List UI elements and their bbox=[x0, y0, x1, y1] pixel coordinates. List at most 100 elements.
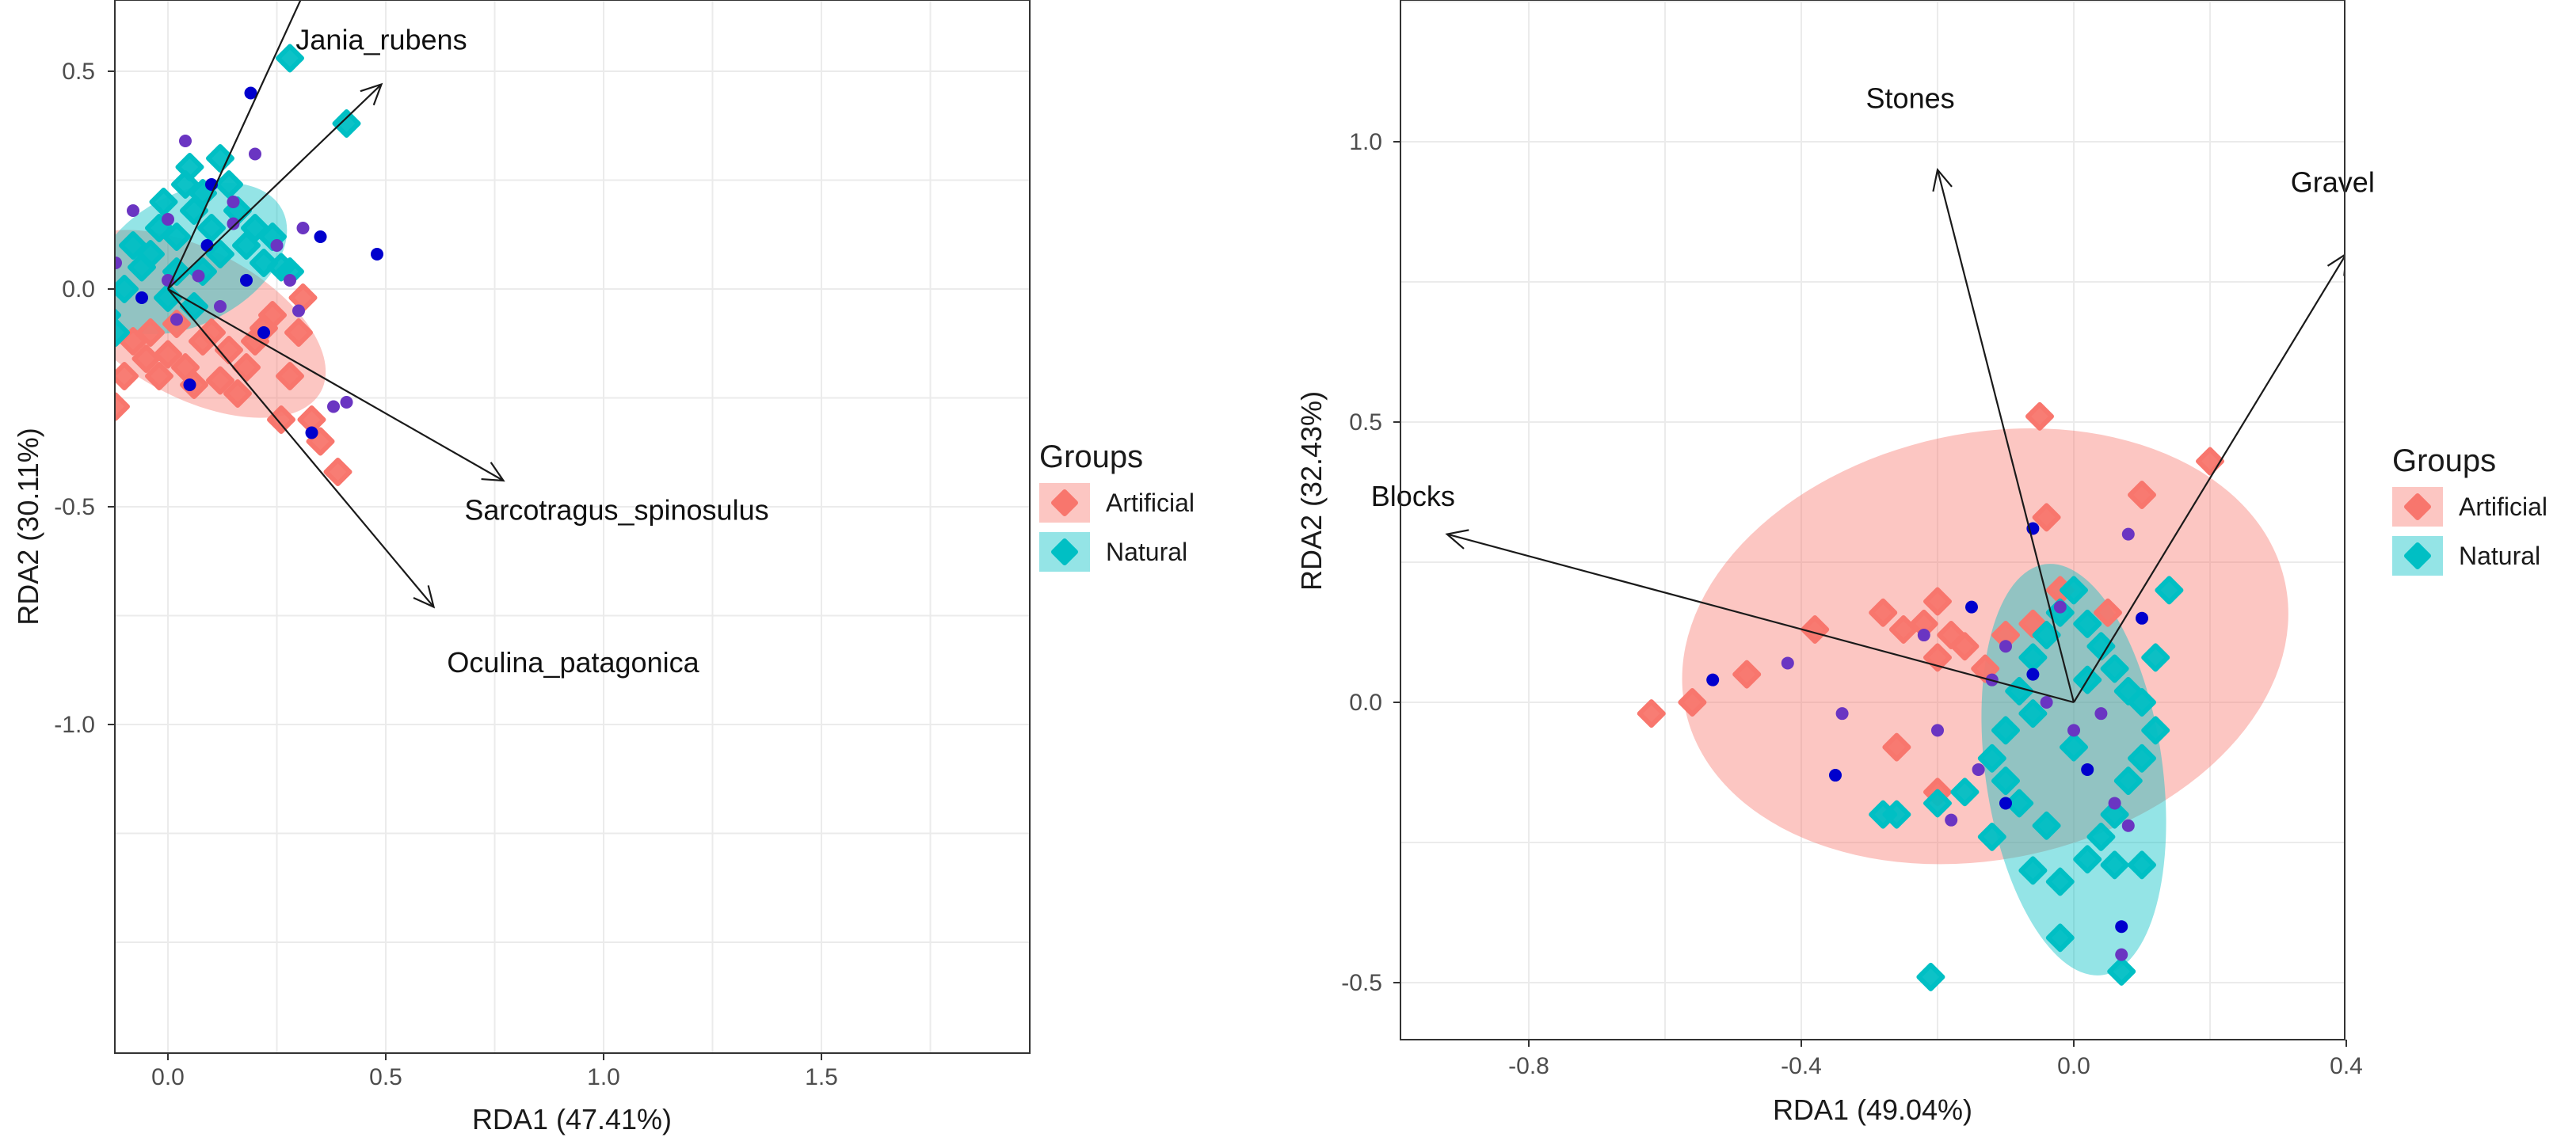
point-natural bbox=[1991, 716, 2020, 745]
ellipse-artificial bbox=[115, 230, 326, 418]
point-site bbox=[257, 326, 270, 339]
point-artificial bbox=[1637, 699, 1666, 728]
point-natural bbox=[1923, 789, 1952, 818]
legend-label-artificial: Artificial bbox=[1106, 489, 1195, 517]
point-artificial bbox=[284, 318, 313, 347]
point-natural bbox=[175, 153, 204, 181]
point-site bbox=[192, 269, 205, 283]
point-site bbox=[162, 213, 174, 226]
rda-biplot-right: Stones Gravel Blocks -0.8 -0.4 0.0 0.4 -0.5 0.… bbox=[1295, 0, 2547, 1126]
gridlines bbox=[1400, 0, 2345, 1040]
point-site bbox=[1917, 629, 1930, 642]
point-natural bbox=[2128, 744, 2156, 773]
point-natural bbox=[2128, 688, 2156, 717]
legend-key-marker bbox=[2404, 493, 2431, 520]
point-site bbox=[314, 230, 327, 243]
point-natural bbox=[206, 240, 234, 268]
point-site bbox=[1999, 640, 2012, 653]
point-natural bbox=[115, 260, 117, 266]
point-natural bbox=[2100, 850, 2129, 880]
point-natural bbox=[2032, 811, 2061, 840]
x-tick-label: 0.5 bbox=[369, 1064, 402, 1090]
point-artificial bbox=[86, 308, 110, 332]
legend: Groups Artificial Natural bbox=[1039, 439, 1195, 572]
point-natural bbox=[1950, 778, 1980, 807]
arrow-shaft bbox=[167, 83, 383, 290]
gridlines bbox=[115, 0, 1030, 1053]
point-natural bbox=[2045, 867, 2075, 896]
arrow-label: Stones bbox=[1866, 82, 1955, 115]
x-axis-title: RDA1 (47.41%) bbox=[472, 1103, 672, 1135]
rda-biplot-left: Posidonia_oceanicaJania_rubensSarcotragu… bbox=[12, 0, 1195, 1135]
point-natural bbox=[162, 222, 191, 251]
point-natural bbox=[1991, 766, 2020, 796]
point-site bbox=[244, 86, 257, 100]
point-site bbox=[371, 248, 383, 261]
point-natural bbox=[2060, 576, 2088, 605]
arrow-shaft bbox=[167, 288, 435, 608]
point-artificial bbox=[223, 379, 252, 408]
legend: Groups Artificial Natural bbox=[2392, 443, 2547, 576]
point-artificial bbox=[258, 301, 287, 329]
y-tick-label: -0.5 bbox=[1341, 970, 1382, 996]
point-natural bbox=[2005, 676, 2034, 706]
arrow-head bbox=[360, 82, 383, 106]
point-site bbox=[340, 396, 353, 409]
point-site bbox=[183, 378, 196, 391]
point-natural bbox=[2100, 654, 2129, 683]
point-site bbox=[296, 222, 310, 234]
y-tick-label: -1.0 bbox=[54, 712, 95, 738]
point-site bbox=[74, 335, 87, 348]
point-site bbox=[2053, 600, 2067, 614]
point-natural bbox=[1977, 744, 2006, 773]
x-axis-ticks: -0.50.00.51.01.5 bbox=[151, 1053, 838, 1090]
point-artificial bbox=[136, 318, 165, 347]
point-natural bbox=[2032, 621, 2061, 650]
point-natural bbox=[276, 44, 304, 73]
point-natural bbox=[1977, 822, 2006, 851]
point-artificial bbox=[206, 366, 234, 395]
point-artificial bbox=[115, 362, 139, 390]
point-site bbox=[179, 135, 192, 147]
point-artificial bbox=[2128, 481, 2156, 510]
point-natural bbox=[332, 109, 361, 138]
point-site bbox=[200, 239, 214, 252]
point-natural bbox=[2073, 845, 2102, 874]
point-site bbox=[2067, 724, 2080, 737]
point-site bbox=[214, 300, 227, 313]
arrow-label: Sarcotragus_spinosulus bbox=[464, 494, 768, 527]
arrow-head bbox=[1445, 529, 1469, 550]
point-natural bbox=[2141, 643, 2170, 672]
legend-title: Groups bbox=[1039, 439, 1143, 474]
point-site bbox=[305, 426, 318, 439]
point-site bbox=[227, 217, 240, 230]
y-axis-ticks: -1.0-0.50.00.51.0 bbox=[54, 59, 115, 738]
biplot-arrows bbox=[167, 0, 505, 609]
y-axis-ticks: -0.5 0.0 0.5 1.0 bbox=[1341, 129, 1400, 996]
arrow-label: Oculina_patagonica bbox=[447, 646, 699, 679]
arrow-label: Gravel bbox=[2291, 166, 2375, 199]
point-natural bbox=[2060, 732, 2088, 762]
arrow-label: Jania_rubens bbox=[295, 24, 467, 56]
point-artificial bbox=[1882, 732, 1911, 762]
point-natural bbox=[2141, 716, 2170, 745]
point-natural bbox=[2113, 766, 2143, 796]
arrow-head bbox=[413, 585, 436, 609]
point-artificial bbox=[145, 362, 173, 390]
legend-label-natural: Natural bbox=[2459, 542, 2540, 570]
point-site bbox=[1931, 724, 1944, 737]
point-site bbox=[2108, 797, 2121, 810]
x-tick-label: 0.0 bbox=[2057, 1053, 2090, 1079]
plot-background bbox=[1400, 0, 2345, 1040]
plot-border bbox=[1400, 0, 2345, 1040]
plot-border bbox=[114, 0, 1031, 1054]
point-artificial bbox=[1950, 632, 1980, 661]
arrow-shaft bbox=[1936, 169, 2075, 703]
point-site bbox=[249, 147, 261, 161]
legend-title: Groups bbox=[2392, 443, 2496, 478]
y-tick-label: -0.5 bbox=[54, 494, 95, 520]
arrow-labels: Stones Gravel Blocks bbox=[1371, 82, 2375, 513]
point-natural bbox=[2018, 856, 2048, 885]
point-site bbox=[2026, 667, 2040, 681]
